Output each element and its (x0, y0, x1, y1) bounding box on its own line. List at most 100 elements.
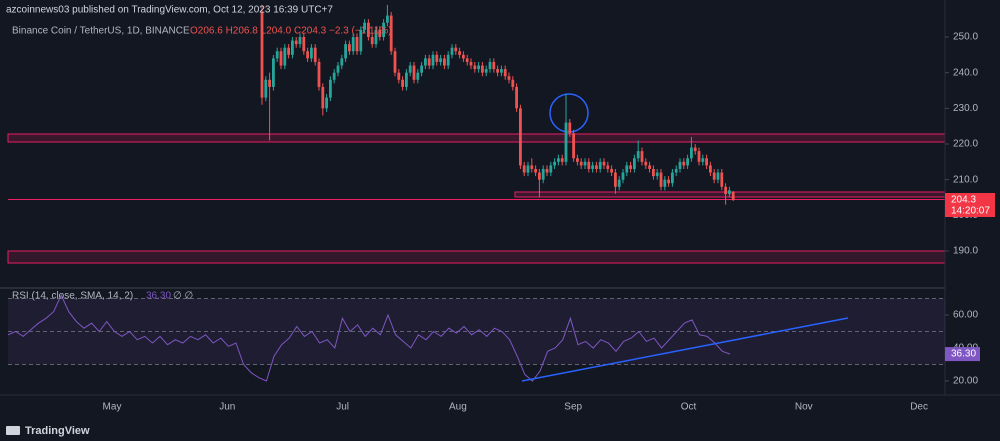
rsi-y-tick-label: 20.00 (953, 376, 978, 387)
candle-body (705, 158, 708, 166)
candle-body (530, 165, 534, 169)
candle-body (294, 40, 298, 45)
candle-body (374, 29, 378, 45)
candle-body (583, 161, 587, 166)
candle-body (340, 58, 344, 66)
candle-body (674, 168, 678, 173)
candle-body (473, 65, 477, 70)
candle-body (367, 22, 370, 37)
candle-body (625, 165, 629, 173)
candle-body (264, 79, 268, 98)
candle-body (272, 58, 275, 87)
candles (260, 4, 735, 205)
candle-body (435, 54, 439, 62)
candle-body (268, 79, 271, 87)
quote: O206.6 H206.8 L204.0 C204.3 −2.3 (−1.11%… (190, 26, 392, 37)
candle-body (465, 58, 469, 62)
candle-body (462, 54, 465, 59)
candle-body (560, 158, 564, 162)
candle-body (659, 172, 663, 187)
candle-body (515, 86, 518, 109)
x-tick-label: Dec (910, 402, 928, 413)
candle-body (450, 47, 454, 55)
candle-body (496, 69, 499, 73)
candle-body (481, 65, 484, 73)
candle-body (644, 161, 648, 166)
candle-body (469, 61, 473, 66)
footer-logo: TradingView (6, 425, 90, 437)
last-price: 204.3 (951, 195, 976, 206)
candle-body (545, 168, 549, 173)
candle-body (313, 47, 317, 62)
candle-body (503, 69, 507, 77)
x-tick-label: Oct (681, 402, 697, 413)
candle-body (389, 15, 393, 52)
candle-body (507, 76, 511, 80)
candle-body (602, 161, 606, 166)
rsi-y-tick-label: 60.00 (953, 310, 978, 321)
candle-body (610, 168, 613, 173)
x-tick-label: Jul (336, 402, 349, 413)
candle-body (655, 172, 659, 177)
candle-body (351, 36, 355, 52)
candle-body (728, 190, 731, 194)
candle-body (386, 15, 389, 23)
candle-body (606, 165, 610, 169)
publisher: azcoinnews03 published on TradingView.co… (6, 5, 333, 16)
candle-body (553, 161, 556, 166)
candle-body (317, 61, 321, 87)
candle-body (617, 179, 621, 187)
candle-body (310, 47, 313, 59)
candle-body (492, 61, 496, 70)
candle-body (424, 58, 427, 66)
candle-body (359, 29, 363, 52)
candle-body (484, 69, 488, 73)
symbol-title: Binance Coin / TetherUS, 1D, BINANCE (12, 26, 190, 37)
candle-body (416, 72, 420, 80)
candle-body (671, 172, 674, 184)
y-tick-label: 250.0 (953, 32, 978, 43)
candle-body (579, 161, 583, 166)
candle-body (697, 151, 701, 162)
axes: 190.0200.0210.0220.0230.0240.0250.0204.3… (103, 32, 995, 413)
candle-body (306, 51, 309, 59)
candle-body (500, 69, 503, 73)
candle-body (283, 47, 287, 66)
candle-body (420, 65, 423, 73)
candle-body (336, 65, 340, 73)
y-tick-label: 210.0 (953, 174, 978, 185)
rsi-line (7, 294, 731, 382)
rsi-legend-extra: ∅ ∅ (173, 291, 193, 302)
candle-body (678, 161, 682, 169)
y-tick-label: 190.0 (953, 246, 978, 257)
candle-body (275, 51, 279, 59)
candle-body (446, 54, 450, 66)
x-tick-label: Aug (449, 402, 467, 413)
candle-body (629, 165, 632, 169)
last-price-box (945, 192, 995, 217)
candle-body (724, 186, 727, 194)
candle-body (397, 72, 401, 80)
rsi-trendline (521, 317, 849, 382)
y-tick-label: 220.0 (953, 139, 978, 150)
candle-body (693, 147, 697, 152)
candle-body (287, 47, 290, 55)
candle-body (598, 161, 602, 169)
candle-body (393, 51, 397, 73)
rsi-value-box (945, 347, 980, 362)
candle-body (636, 151, 640, 159)
candle-body (709, 165, 712, 173)
candle-body (526, 165, 530, 173)
candle-body (291, 40, 294, 55)
candle-body (640, 151, 644, 162)
y-tick-label: 230.0 (953, 103, 978, 114)
candle-body (439, 58, 442, 62)
candle-body (576, 158, 579, 162)
candle-body (621, 172, 625, 180)
candle-body (344, 44, 347, 59)
candle-body (690, 147, 693, 159)
rsi-value: 36.30 (951, 349, 976, 360)
candle-body (538, 172, 541, 180)
